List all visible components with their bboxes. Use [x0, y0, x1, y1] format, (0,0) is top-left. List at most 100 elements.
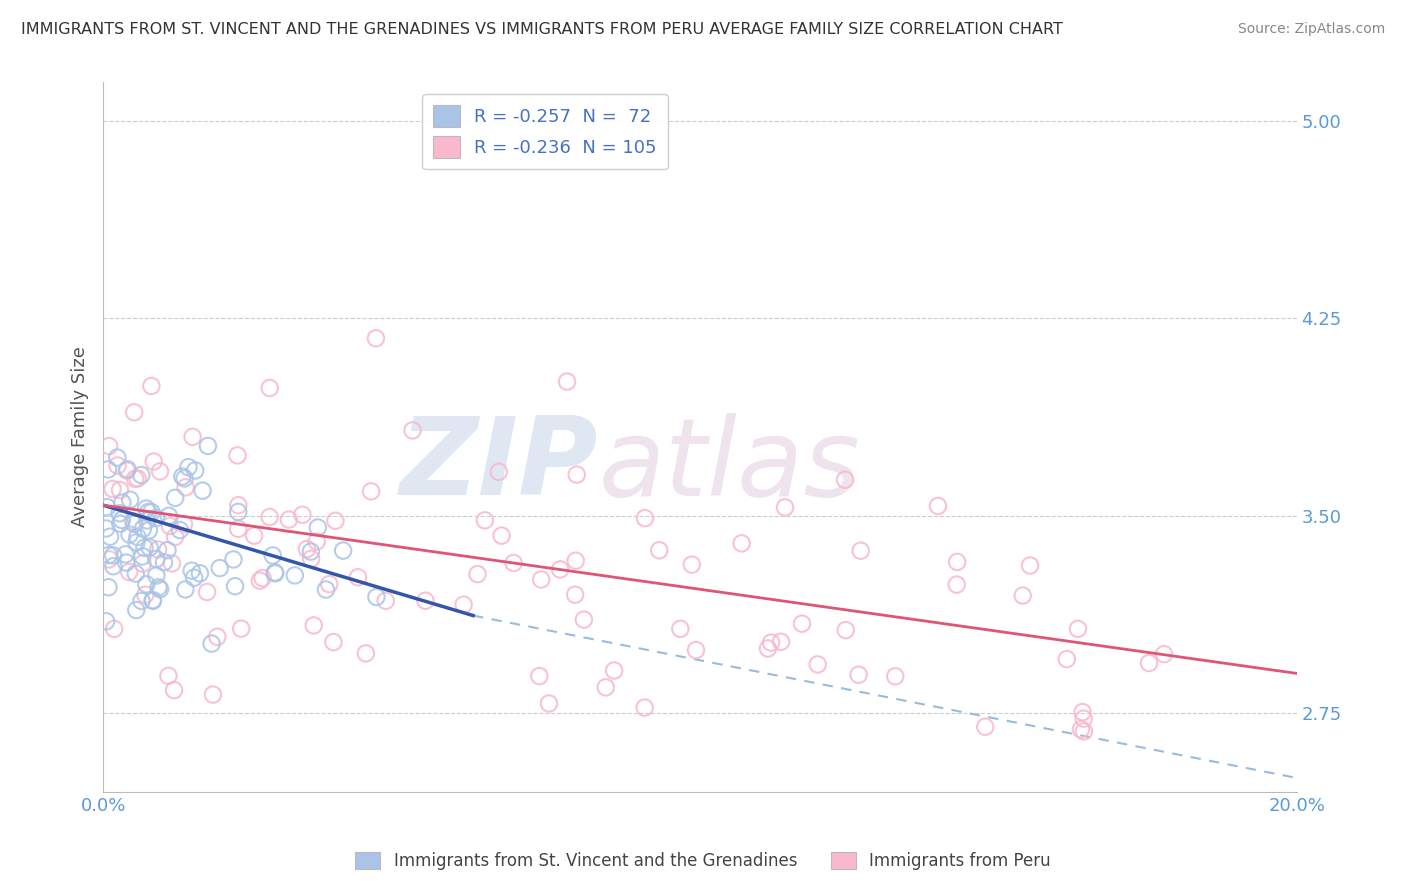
Point: [305, 534, 328, 549]
Point: [136, 513, 159, 527]
Point: [129, 468, 152, 483]
Point: [849, 543, 872, 558]
Point: [135, 501, 157, 516]
Point: [172, 469, 194, 483]
Point: [491, 528, 513, 542]
Point: [555, 375, 578, 389]
Point: [115, 556, 138, 570]
Point: [125, 566, 148, 581]
Point: [96, 500, 118, 515]
Point: [141, 379, 163, 393]
Point: [284, 568, 307, 582]
Point: [131, 549, 153, 564]
Point: [264, 566, 287, 581]
Point: [174, 480, 197, 494]
Point: [153, 555, 176, 569]
Point: [302, 618, 325, 632]
Legend: R = -0.257  N =  72, R = -0.236  N = 105: R = -0.257 N = 72, R = -0.236 N = 105: [422, 95, 668, 169]
Point: [530, 573, 553, 587]
Point: [1019, 558, 1042, 573]
Point: [94, 521, 117, 535]
Point: [118, 565, 141, 579]
Point: [564, 554, 586, 568]
Point: [124, 472, 146, 486]
Point: [488, 465, 510, 479]
Point: [110, 516, 132, 531]
Point: [188, 566, 211, 581]
Point: [141, 505, 163, 519]
Point: [142, 593, 165, 607]
Point: [1002, 795, 1025, 809]
Point: [299, 552, 322, 566]
Point: [108, 483, 131, 497]
Point: [105, 450, 128, 465]
Point: [529, 669, 551, 683]
Point: [759, 635, 782, 649]
Point: [134, 541, 156, 555]
Legend: Immigrants from St. Vincent and the Grenadines, Immigrants from Peru: Immigrants from St. Vincent and the Gren…: [349, 845, 1057, 877]
Point: [945, 577, 967, 591]
Point: [1070, 723, 1092, 737]
Point: [163, 683, 186, 698]
Point: [224, 579, 246, 593]
Point: [572, 613, 595, 627]
Point: [207, 630, 229, 644]
Point: [127, 471, 149, 485]
Point: [97, 462, 120, 476]
Point: [115, 464, 138, 478]
Point: [148, 580, 170, 594]
Point: [103, 549, 125, 563]
Point: [114, 547, 136, 561]
Point: [770, 634, 793, 648]
Point: [790, 616, 813, 631]
Point: [332, 543, 354, 558]
Point: [299, 544, 322, 558]
Point: [183, 571, 205, 585]
Point: [108, 506, 131, 520]
Point: [360, 484, 382, 499]
Point: [120, 492, 142, 507]
Point: [135, 577, 157, 591]
Point: [252, 571, 274, 585]
Point: [111, 496, 134, 510]
Point: [226, 522, 249, 536]
Point: [364, 331, 387, 345]
Point: [259, 510, 281, 524]
Point: [97, 548, 120, 562]
Text: ZIP: ZIP: [401, 412, 599, 518]
Point: [149, 464, 172, 478]
Point: [134, 588, 156, 602]
Point: [807, 657, 830, 672]
Point: [222, 552, 245, 566]
Point: [1056, 652, 1078, 666]
Point: [354, 646, 377, 660]
Point: [374, 594, 396, 608]
Point: [548, 562, 571, 576]
Point: [1137, 656, 1160, 670]
Point: [318, 577, 340, 591]
Point: [848, 667, 870, 681]
Point: [366, 590, 388, 604]
Point: [243, 529, 266, 543]
Point: [1011, 589, 1033, 603]
Point: [325, 514, 347, 528]
Point: [262, 549, 284, 563]
Point: [146, 542, 169, 557]
Point: [191, 483, 214, 498]
Point: [111, 513, 134, 527]
Point: [756, 641, 779, 656]
Point: [307, 520, 329, 534]
Point: [142, 594, 165, 608]
Point: [208, 561, 231, 575]
Point: [138, 541, 160, 555]
Point: [603, 664, 626, 678]
Point: [118, 527, 141, 541]
Point: [200, 637, 222, 651]
Point: [249, 574, 271, 588]
Point: [156, 543, 179, 558]
Point: [1071, 705, 1094, 719]
Point: [145, 568, 167, 582]
Point: [122, 514, 145, 528]
Point: [1073, 724, 1095, 739]
Point: [127, 530, 149, 544]
